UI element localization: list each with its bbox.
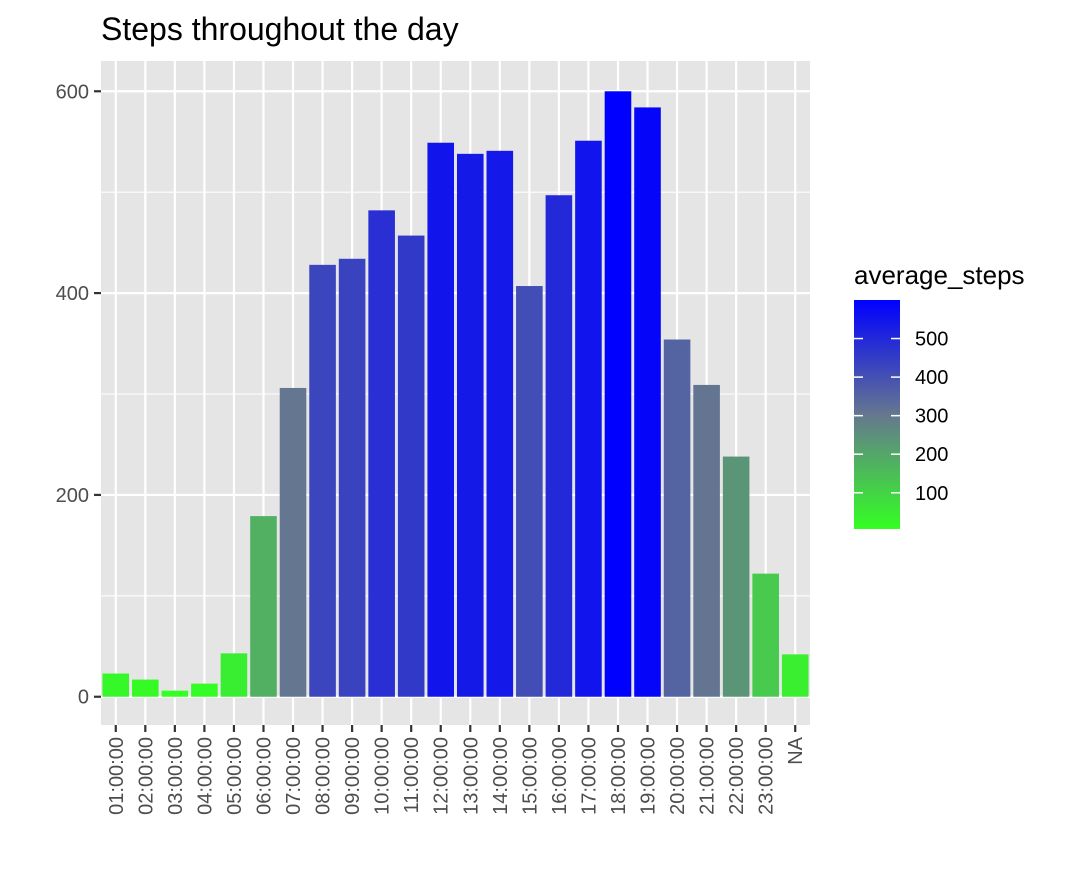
x-tick-label: 23:00:00 [756, 737, 778, 815]
bar [132, 679, 159, 697]
y-tick-label: 400 [56, 283, 89, 305]
bar [220, 653, 248, 697]
x-tick-label: 11:00:00 [401, 737, 423, 813]
bar [693, 384, 720, 697]
bar [486, 150, 514, 697]
chart-title: Steps throughout the day [101, 11, 459, 47]
bar [309, 264, 336, 697]
x-tick-label: 20:00:00 [667, 737, 689, 815]
bar [191, 683, 218, 697]
legend-tick-label: 400 [915, 367, 948, 389]
x-tick-label: 07:00:00 [283, 737, 305, 815]
y-tick-label: 200 [56, 485, 89, 507]
x-tick-label: 08:00:00 [313, 737, 335, 815]
x-tick-label: 15:00:00 [519, 737, 541, 815]
legend-tick-label: 200 [915, 444, 948, 466]
bar [781, 654, 809, 697]
bar [250, 516, 277, 697]
bar [604, 91, 632, 697]
x-tick-label: 19:00:00 [638, 737, 660, 815]
legend-colorbar [854, 300, 900, 529]
x-tick-label: 05:00:00 [224, 737, 246, 815]
y-tick-label: 0 [78, 687, 89, 709]
x-tick-label: 02:00:00 [135, 737, 157, 815]
x-tick-label: 12:00:00 [431, 737, 453, 815]
legend-ticks: 100 200 300 400 500 [854, 329, 948, 505]
legend-tick-label: 100 [915, 483, 948, 505]
x-tick-label: 03:00:00 [165, 737, 187, 815]
x-tick-label: 10:00:00 [372, 737, 394, 815]
bar [575, 140, 602, 697]
legend-tick-label: 500 [915, 329, 948, 351]
x-tick-label: 13:00:00 [460, 737, 482, 815]
bar [338, 258, 366, 697]
legend: average_steps 100 200 300 400 500 [854, 260, 1025, 529]
legend-title: average_steps [854, 260, 1025, 290]
x-tick-label: 18:00:00 [608, 737, 630, 815]
bar [397, 235, 425, 697]
bar [663, 339, 691, 697]
minor-gridlines [101, 191, 810, 597]
x-tick-label: 06:00:00 [253, 737, 275, 815]
x-tick-label: 22:00:00 [726, 737, 748, 815]
x-axis: 01:00:00 02:00:00 03:00:00 04:00:00 05:00:00… [106, 725, 807, 815]
bar [279, 387, 307, 697]
x-tick-label: 09:00:00 [342, 737, 364, 815]
x-tick-label: 01:00:00 [106, 737, 128, 815]
x-tick-label: 04:00:00 [194, 737, 216, 815]
bar [752, 573, 779, 697]
y-tick-label: 600 [56, 81, 89, 103]
bars-group [102, 91, 809, 697]
x-tick-label: 14:00:00 [490, 737, 512, 815]
bar [634, 107, 661, 697]
x-tick-label: NA [785, 736, 807, 764]
bar [161, 690, 189, 697]
bar [427, 142, 455, 697]
x-tick-label: 16:00:00 [549, 737, 571, 815]
bar [545, 195, 573, 697]
bar [456, 153, 484, 697]
legend-tick-label: 300 [915, 406, 948, 428]
x-tick-label: 17:00:00 [578, 737, 600, 815]
bar [516, 286, 543, 697]
plot-panel [101, 61, 810, 725]
y-axis: 0 200 400 600 [56, 81, 101, 709]
bar [102, 673, 130, 697]
x-tick-label: 21:00:00 [697, 737, 719, 815]
bar [368, 210, 395, 697]
bar [722, 456, 750, 697]
